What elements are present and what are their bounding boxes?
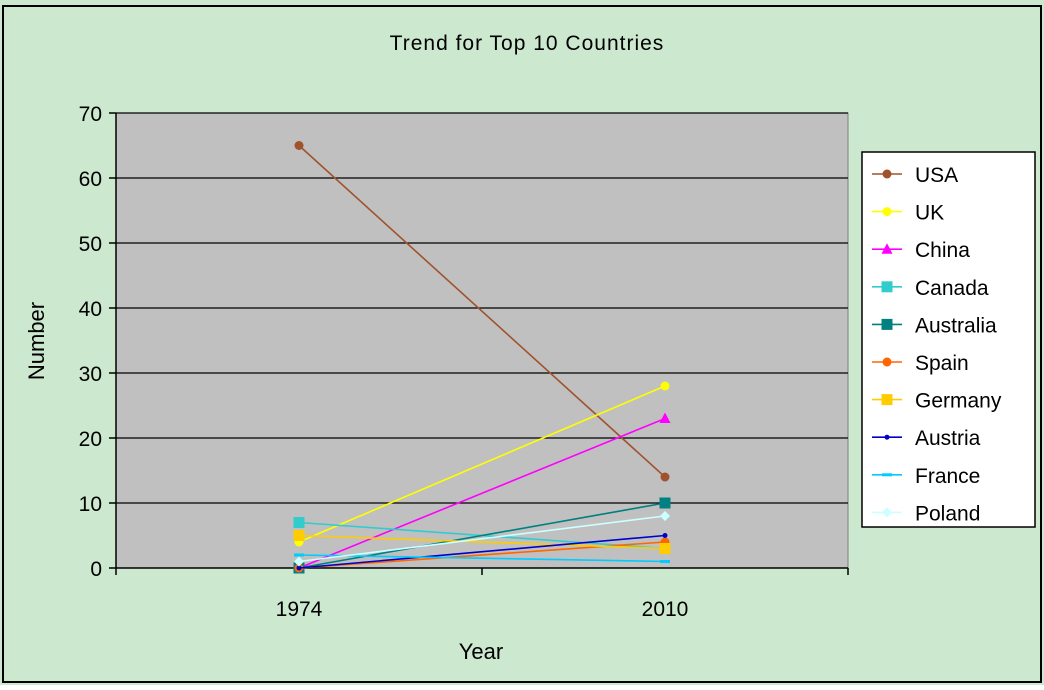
legend-item: USA bbox=[872, 164, 958, 187]
legend-items: USA UK China Canada Australia Spain Germany Aus… bbox=[872, 164, 1002, 525]
legend-label: China bbox=[915, 239, 970, 262]
legend-label: Austria bbox=[915, 427, 981, 450]
legend-marker bbox=[882, 473, 892, 477]
legend-item: Germany bbox=[872, 390, 1002, 413]
x-axis-label: Year bbox=[459, 639, 503, 664]
legend: USA UK China Canada Australia Spain Germany Aus… bbox=[861, 151, 1036, 528]
series-line bbox=[298, 417, 666, 569]
legend-marker bbox=[882, 169, 892, 179]
data-point bbox=[293, 517, 305, 528]
legend-marker bbox=[884, 434, 890, 440]
legend-label: Poland bbox=[915, 502, 980, 525]
plot-area bbox=[115, 112, 849, 569]
legend-marker bbox=[881, 394, 893, 406]
y-tick-label: 20 bbox=[79, 428, 102, 451]
legend-marker bbox=[882, 357, 892, 367]
series-austria bbox=[296, 533, 668, 571]
x-tick-label: 2010 bbox=[642, 598, 689, 621]
series-usa bbox=[294, 141, 670, 482]
legend-marker bbox=[881, 281, 893, 293]
legend-label: UK bbox=[915, 202, 944, 225]
y-tick-label: 30 bbox=[79, 363, 102, 386]
legend-label: Spain bbox=[915, 352, 969, 375]
legend-item: Poland bbox=[872, 502, 980, 525]
y-tick-label: 40 bbox=[79, 298, 102, 321]
data-point bbox=[662, 533, 668, 538]
data-point bbox=[659, 412, 671, 423]
legend-label: Canada bbox=[915, 277, 989, 300]
legend-label: Germany bbox=[915, 390, 1002, 413]
series-poland bbox=[294, 511, 670, 567]
data-point bbox=[659, 497, 671, 509]
legend-marker bbox=[881, 243, 893, 254]
series-france bbox=[294, 553, 670, 563]
legend-box bbox=[861, 151, 1036, 528]
series-line bbox=[298, 534, 666, 569]
legend-item: Austria bbox=[872, 427, 981, 450]
series-layer bbox=[293, 141, 671, 574]
series-germany bbox=[293, 530, 671, 554]
gridlines bbox=[116, 112, 848, 504]
data-point bbox=[659, 543, 671, 554]
legend-item: China bbox=[872, 239, 970, 262]
series-line bbox=[298, 385, 666, 543]
chart-frame bbox=[2, 5, 1042, 683]
y-tick-label: 10 bbox=[79, 493, 102, 516]
legend-item: Spain bbox=[872, 352, 969, 375]
y-axis-label: Number bbox=[24, 302, 49, 380]
data-point bbox=[294, 553, 304, 557]
series-line bbox=[298, 515, 666, 563]
y-tick-label: 0 bbox=[90, 558, 102, 581]
y-tick-label: 50 bbox=[79, 233, 102, 256]
legend-label: France bbox=[915, 465, 980, 488]
series-line bbox=[298, 502, 666, 569]
chart-title: Trend for Top 10 Countries bbox=[390, 32, 665, 55]
data-point bbox=[660, 381, 670, 391]
data-point bbox=[660, 560, 670, 563]
data-point bbox=[296, 565, 302, 571]
data-point bbox=[294, 141, 304, 150]
data-point bbox=[660, 511, 670, 521]
x-tick-label: 1974 bbox=[276, 598, 323, 621]
y-tick-label: 70 bbox=[79, 103, 102, 126]
legend-item: France bbox=[872, 465, 980, 488]
legend-marker bbox=[882, 507, 892, 518]
legend-marker bbox=[881, 318, 893, 330]
legend-item: UK bbox=[872, 202, 944, 225]
series-line bbox=[298, 554, 666, 563]
legend-item: Australia bbox=[872, 314, 997, 337]
axes: 0 10 20 30 40 50 60 70 1974 2010 bbox=[79, 103, 849, 621]
series-line bbox=[298, 144, 666, 478]
legend-label: USA bbox=[915, 164, 958, 187]
series-line bbox=[298, 534, 666, 550]
legend-marker bbox=[882, 207, 892, 217]
data-point bbox=[293, 530, 305, 541]
legend-item: Canada bbox=[872, 277, 989, 300]
legend-label: Australia bbox=[915, 314, 997, 337]
y-tick-label: 60 bbox=[79, 168, 102, 191]
data-point bbox=[294, 556, 304, 567]
data-point bbox=[660, 472, 670, 482]
